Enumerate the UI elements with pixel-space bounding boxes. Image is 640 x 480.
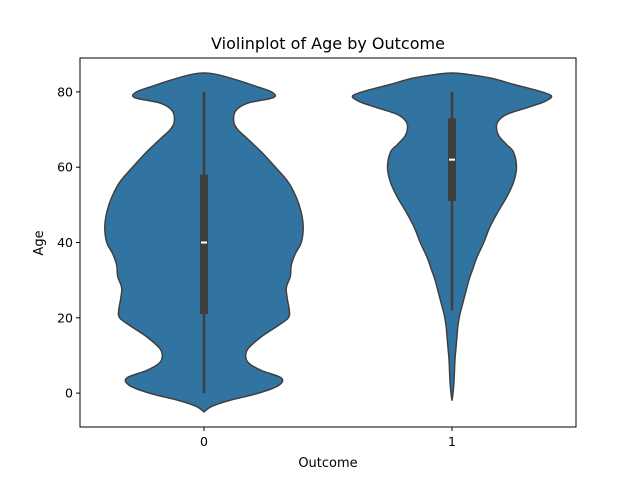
y-tick-label: 0	[65, 386, 73, 401]
y-tick-label: 80	[57, 84, 73, 99]
chart-title: Violinplot of Age by Outcome	[211, 34, 445, 53]
y-tick-label: 40	[57, 235, 73, 250]
x-axis-label: Outcome	[298, 456, 357, 471]
violin-1	[351, 72, 553, 401]
violin-iqr-box	[200, 174, 208, 315]
violins-group	[104, 72, 553, 413]
violin-0	[104, 72, 304, 413]
y-tick-label: 20	[57, 310, 73, 325]
x-tick-label: 0	[200, 434, 208, 449]
x-tick-label: 1	[448, 434, 456, 449]
y-axis-ticks: 0 20 40 60 80	[57, 84, 80, 401]
y-axis-label: Age	[32, 230, 47, 255]
y-tick-label: 60	[57, 160, 73, 175]
